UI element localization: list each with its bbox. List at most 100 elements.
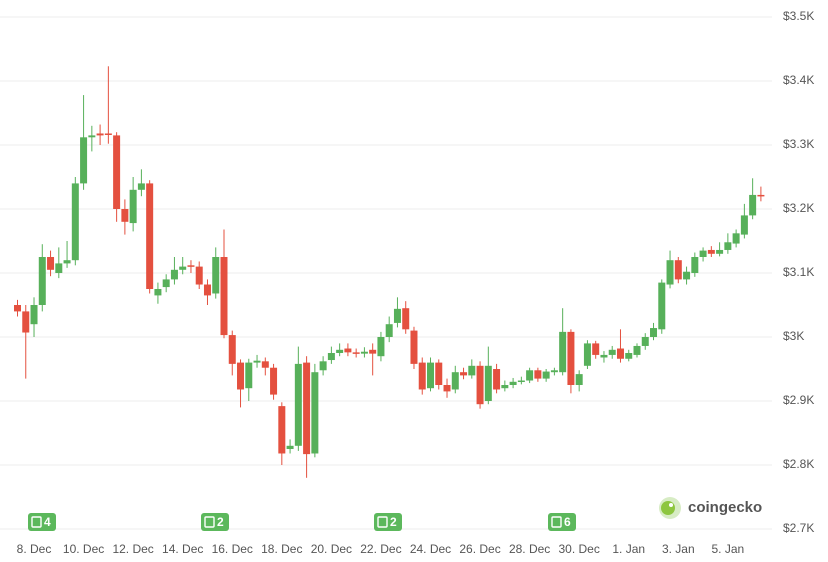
y-tick-label: $2.7K xyxy=(783,521,814,535)
candle-body xyxy=(104,133,112,135)
candle-body xyxy=(583,343,591,366)
candle xyxy=(393,297,401,328)
candle xyxy=(162,274,170,293)
candle xyxy=(740,203,748,239)
candle xyxy=(270,363,278,400)
candle xyxy=(567,329,575,394)
candle xyxy=(418,357,426,395)
candle xyxy=(476,361,484,409)
candle-body xyxy=(542,371,550,379)
candle-body xyxy=(600,354,608,358)
candle xyxy=(674,257,682,284)
candle xyxy=(369,343,377,376)
candle-body xyxy=(385,324,393,337)
candle-body xyxy=(129,189,137,224)
candle xyxy=(707,246,715,257)
candle-body xyxy=(691,257,699,273)
candle xyxy=(344,343,352,357)
candle-body xyxy=(344,348,352,353)
candle xyxy=(203,279,211,305)
candle xyxy=(253,354,261,368)
candle-body xyxy=(716,249,724,254)
candle xyxy=(237,359,245,408)
candle xyxy=(220,229,228,339)
candle xyxy=(303,356,311,478)
candle xyxy=(402,301,410,334)
candle-body xyxy=(509,381,517,385)
candle-body xyxy=(683,271,691,280)
candle-body xyxy=(476,365,484,405)
x-tick-label: 14. Dec xyxy=(162,542,203,556)
candle-body xyxy=(443,385,451,392)
candle xyxy=(195,261,203,289)
candle-body xyxy=(327,353,335,361)
candle-body xyxy=(195,266,203,285)
candle xyxy=(616,329,624,363)
x-tick-label: 3. Jan xyxy=(662,542,695,556)
candle-body xyxy=(261,361,269,368)
candle xyxy=(278,402,286,465)
candle xyxy=(104,66,112,144)
candle xyxy=(137,169,145,197)
candle-body xyxy=(493,369,501,390)
y-tick-label: $3.2K xyxy=(783,201,814,215)
watermark: coingecko xyxy=(659,497,762,519)
candle-body xyxy=(311,372,319,454)
candle-body xyxy=(559,331,567,373)
candle-body xyxy=(319,361,327,371)
candle-body xyxy=(460,372,468,376)
x-tick-label: 1. Jan xyxy=(612,542,645,556)
x-tick-label: 5. Jan xyxy=(712,542,745,556)
candle xyxy=(96,124,104,145)
candle xyxy=(633,343,641,358)
candle-body xyxy=(360,351,368,354)
candle-body xyxy=(352,352,360,354)
candle xyxy=(550,367,558,376)
candle xyxy=(63,241,71,268)
candle xyxy=(625,349,633,362)
candle-body xyxy=(575,374,583,385)
y-tick-label: $2.9K xyxy=(783,393,814,407)
candle xyxy=(261,357,269,376)
candle-body xyxy=(22,311,30,333)
candle-body xyxy=(369,349,377,354)
x-tick-label: 22. Dec xyxy=(360,542,401,556)
logo-eye xyxy=(669,503,673,507)
candle xyxy=(154,282,162,304)
candle-body xyxy=(71,183,79,261)
candle-body xyxy=(526,370,534,381)
candle-body xyxy=(699,250,707,257)
candle-body xyxy=(435,362,443,385)
x-tick-label: 12. Dec xyxy=(112,542,153,556)
candle xyxy=(129,177,137,232)
candle-body xyxy=(650,328,658,337)
candle-body xyxy=(666,260,674,285)
badge-count: 4 xyxy=(44,515,51,529)
badge-icon xyxy=(31,516,42,528)
candle-body xyxy=(88,135,96,138)
candle-body xyxy=(418,362,426,390)
candle xyxy=(228,330,236,376)
badge-count: 6 xyxy=(564,515,571,529)
candle-body xyxy=(550,370,558,373)
candle xyxy=(559,308,567,376)
candle-body xyxy=(253,360,261,363)
candle xyxy=(683,266,691,285)
candle-body xyxy=(80,137,88,184)
candle xyxy=(377,331,385,362)
candle xyxy=(575,370,583,392)
candle xyxy=(80,95,88,190)
candle xyxy=(501,380,509,392)
candle xyxy=(360,347,368,358)
candle-body xyxy=(658,282,666,330)
candle-body xyxy=(303,362,311,455)
candle xyxy=(468,359,476,379)
candle-body xyxy=(567,331,575,385)
candle xyxy=(327,346,335,364)
x-tick-label: 20. Dec xyxy=(311,542,352,556)
candle-body xyxy=(608,349,616,355)
candle-body xyxy=(749,194,757,216)
candle xyxy=(493,363,501,394)
candle-body xyxy=(377,337,385,357)
